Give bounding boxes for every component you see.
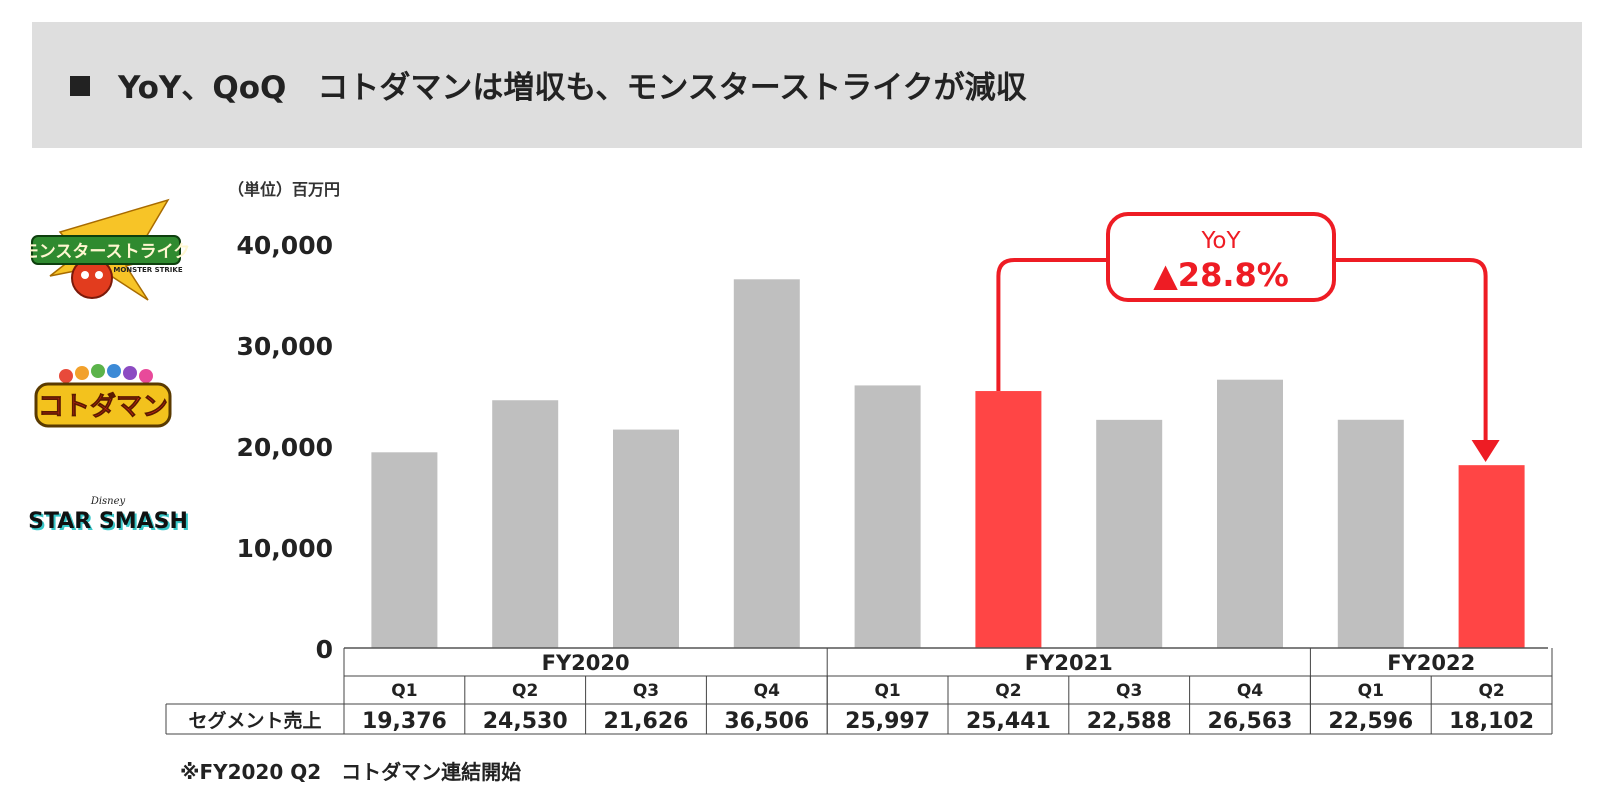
annotation-label: YoY [1200,228,1241,254]
segment-revenue-value: 21,626 [604,709,689,734]
quarter-label: Q1 [874,681,900,701]
svg-text:STAR SMASH: STAR SMASH [30,511,188,536]
bar-highlight [975,391,1042,648]
bar [1337,419,1404,648]
svg-text:MONSTER STRIKE: MONSTER STRIKE [113,266,182,274]
quarter-label: Q2 [1478,681,1504,701]
bar [371,452,438,648]
star-smash-logo: Disney STAR SMASH STAR SMASH [28,496,188,536]
annotation-bracket-right [1334,258,1488,442]
fiscal-year-label: FY2022 [1387,651,1475,675]
bar [613,429,679,648]
bar [492,400,559,648]
svg-text:Disney: Disney [90,496,126,507]
segment-revenue-value: 22,588 [1087,709,1172,734]
footnote: ※FY2020 Q2 コトダマン連結開始 [180,760,522,784]
segment-revenue-value: 36,506 [724,709,809,734]
segment-revenue-value: 24,530 [483,709,568,734]
kotodaman-logo: コトダマン [34,364,172,428]
quarter-label: Q4 [1237,681,1263,701]
y-tick-label: 30,000 [237,332,333,361]
svg-text:STAR SMASH: STAR SMASH [28,509,188,534]
bar-highlight [1458,465,1525,648]
quarter-label: Q3 [1116,681,1142,701]
annotation-value: ▲28.8% [1153,256,1289,294]
quarter-label: Q2 [512,681,538,701]
segment-revenue-value: 25,441 [966,709,1051,734]
svg-text:モンスターストライク: モンスターストライク [30,242,190,262]
title-band [32,22,1582,148]
annotation-box [1106,212,1336,302]
segment-revenue-value: 18,102 [1449,709,1534,734]
segment-revenue-value: 25,997 [845,709,930,734]
y-tick-label: 40,000 [237,231,333,260]
segment-revenue-value: 22,596 [1328,709,1413,734]
y-tick-label: 0 [316,635,333,664]
unit-label: （単位）百万円 [228,180,341,199]
fiscal-year-label: FY2021 [1025,651,1113,675]
annotation-arrowhead-icon [1471,440,1500,462]
bar [1217,379,1283,648]
annotation-bracket-left [996,258,1108,392]
y-tick-label: 20,000 [237,433,333,462]
segment-revenue-value: 26,563 [1208,709,1293,734]
quarter-label: Q3 [633,681,659,701]
quarter-label: Q4 [754,681,780,701]
svg-text:コトダマン: コトダマン [38,391,168,422]
segment-revenue-value: 19,376 [362,709,447,734]
quarter-label: Q1 [391,681,417,701]
bar [854,385,921,648]
monster-strike-logo: モンスターストライク MONSTER STRIKE [30,198,190,301]
y-tick-label: 10,000 [237,534,333,563]
quarter-label: Q1 [1358,681,1384,701]
table-row-label: セグメント売上 [188,709,321,732]
bar [1096,419,1163,648]
fiscal-year-label: FY2020 [542,651,630,675]
kotodaman-bubbles-icon [59,364,153,383]
page-title: YoY、QoQ コトダマンは増収も、モンスターストライクが減収 [118,70,1027,106]
quarter-label: Q2 [995,681,1021,701]
title-bullet-icon [70,76,90,96]
bar [733,279,800,648]
